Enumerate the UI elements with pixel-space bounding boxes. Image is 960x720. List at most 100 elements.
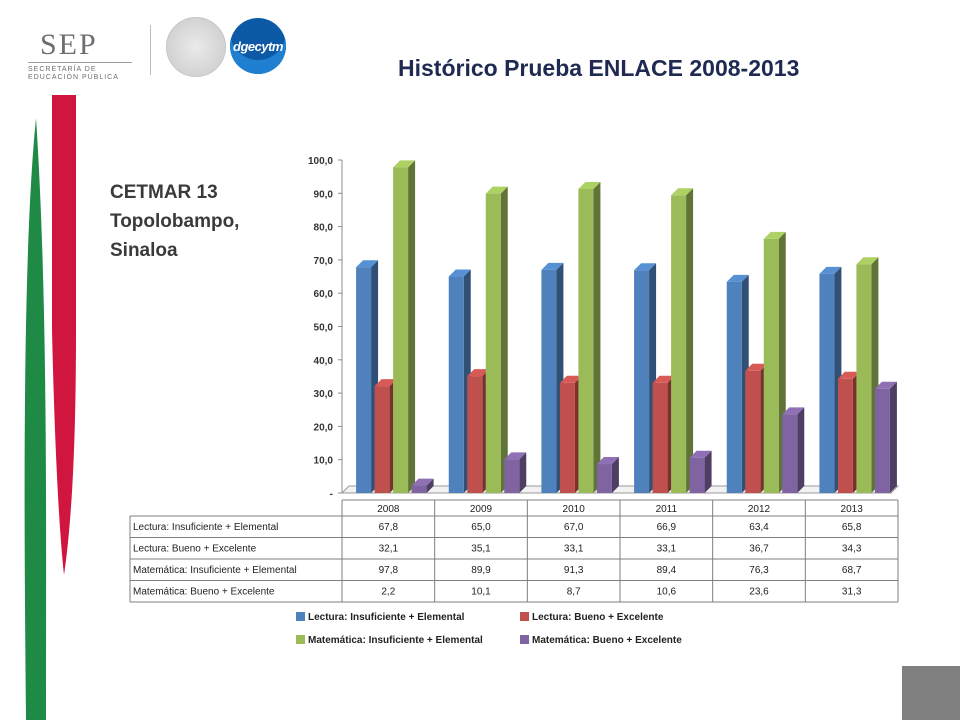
bar-top: [504, 452, 527, 460]
bar-top: [819, 266, 842, 274]
table-cell: 67,8: [379, 522, 399, 533]
table-header-2010: 2010: [563, 504, 586, 515]
table-cell: 10,6: [657, 587, 677, 598]
table-cell: 97,8: [379, 565, 399, 576]
bar-top: [634, 263, 657, 271]
bar-2008-series-3: [393, 160, 416, 494]
legend-label: Lectura: Insuficiente + Elemental: [308, 612, 465, 623]
bar-top: [578, 181, 601, 189]
table-cell: 65,8: [842, 522, 862, 533]
bar-front: [374, 386, 390, 493]
table-row-label: Lectura: Insuficiente + Elemental: [133, 522, 278, 533]
bar-top: [745, 363, 768, 371]
legend-label: Matemática: Bueno + Excelente: [532, 635, 682, 646]
sep-logo-rule: [28, 62, 132, 63]
bar-front: [819, 273, 835, 493]
bar-side: [408, 160, 416, 494]
table-header-2013: 2013: [841, 504, 864, 515]
school-label-line1: CETMAR 13: [110, 182, 218, 203]
table-cell: 63,4: [749, 522, 769, 533]
y-tick-label: 80,0: [314, 223, 334, 234]
y-tick-label: 100,0: [308, 156, 333, 167]
sep-logo-line2: EDUCACIÓN PÚBLICA: [28, 74, 119, 81]
corner-block: [902, 666, 960, 720]
y-tick-label: 20,0: [314, 422, 334, 433]
bar-front: [411, 485, 427, 493]
bar-front: [874, 388, 890, 493]
bar-front: [652, 382, 668, 493]
bar-side: [519, 452, 527, 493]
table-cell: 66,9: [657, 522, 677, 533]
bar-front: [467, 376, 483, 493]
bar-front: [745, 370, 761, 493]
bar-top: [448, 269, 471, 277]
bar-side: [704, 450, 712, 493]
bar-top: [411, 478, 434, 486]
bar-front: [356, 267, 372, 493]
bar-front: [726, 281, 742, 493]
legend-swatch: [520, 612, 529, 621]
bar-front: [763, 238, 779, 493]
bar-front: [504, 459, 520, 493]
school-label: CETMAR 13 Topolobampo, Sinaloa: [110, 178, 280, 265]
bar-top: [485, 186, 508, 194]
bar-top: [356, 260, 379, 268]
bar-front: [671, 195, 687, 493]
bar-side: [797, 407, 805, 493]
table-cell: 89,4: [657, 565, 677, 576]
table-cell: 65,0: [471, 522, 491, 533]
table-cell: 2,2: [381, 587, 395, 598]
bar-top: [559, 375, 582, 383]
bar-front: [578, 188, 594, 493]
bar-2012-series-4: [782, 407, 805, 493]
decorative-swooshes: [24, 95, 76, 720]
table-row-label: Matemática: Bueno + Excelente: [133, 587, 275, 598]
bar-top: [837, 371, 860, 379]
bar-top: [782, 407, 805, 415]
table-cell: 8,7: [567, 587, 581, 598]
legend-label: Lectura: Bueno + Excelente: [532, 612, 664, 623]
y-tick-label: 70,0: [314, 256, 334, 267]
bar-top: [467, 369, 490, 377]
bar-2009-series-4: [504, 452, 527, 493]
bar-front: [856, 264, 872, 493]
table-cell: 23,6: [749, 587, 769, 598]
table-cell: 36,7: [749, 544, 769, 555]
y-tick-label: 50,0: [314, 323, 334, 334]
school-label-line2: Topolobampo,: [110, 211, 240, 232]
bar-top: [671, 188, 694, 196]
bar-side: [426, 478, 434, 493]
table-row-label: Matemática: Insuficiente + Elemental: [133, 565, 297, 576]
bar-top: [393, 160, 416, 168]
bar-top: [856, 257, 879, 265]
table-cell: 67,0: [564, 522, 584, 533]
bar-front: [596, 464, 612, 493]
bar-side: [889, 381, 897, 493]
y-tick-label: 90,0: [314, 189, 334, 200]
bar-2011-series-3: [671, 188, 694, 493]
bar-2010-series-3: [578, 181, 601, 493]
bar-top: [652, 375, 675, 383]
bar-top: [763, 231, 786, 239]
table-header-2011: 2011: [656, 504, 678, 515]
green-swoosh: [24, 118, 47, 720]
table-row-label: Lectura: Bueno + Excelente: [133, 544, 257, 555]
bar-side: [611, 457, 619, 493]
table-cell: 35,1: [471, 544, 491, 555]
bar-side: [593, 181, 601, 493]
bar-front: [485, 193, 501, 493]
dgecytm-logo: dgecytm: [230, 18, 286, 74]
legend-swatch: [520, 635, 529, 644]
bar-front: [559, 382, 575, 493]
table-header-2009: 2009: [470, 504, 493, 515]
y-tick-label: -: [330, 489, 333, 500]
y-tick-label: 30,0: [314, 389, 334, 400]
y-tick-label: 40,0: [314, 356, 334, 367]
national-seal-icon: [166, 17, 226, 77]
bar-top: [374, 379, 397, 387]
table-cell: 32,1: [379, 544, 399, 555]
page-title: Histórico Prueba ENLACE 2008-2013: [398, 55, 800, 81]
table-cell: 34,3: [842, 544, 862, 555]
school-label-line3: Sinaloa: [110, 240, 178, 261]
bar-2008-series-4: [411, 478, 434, 493]
